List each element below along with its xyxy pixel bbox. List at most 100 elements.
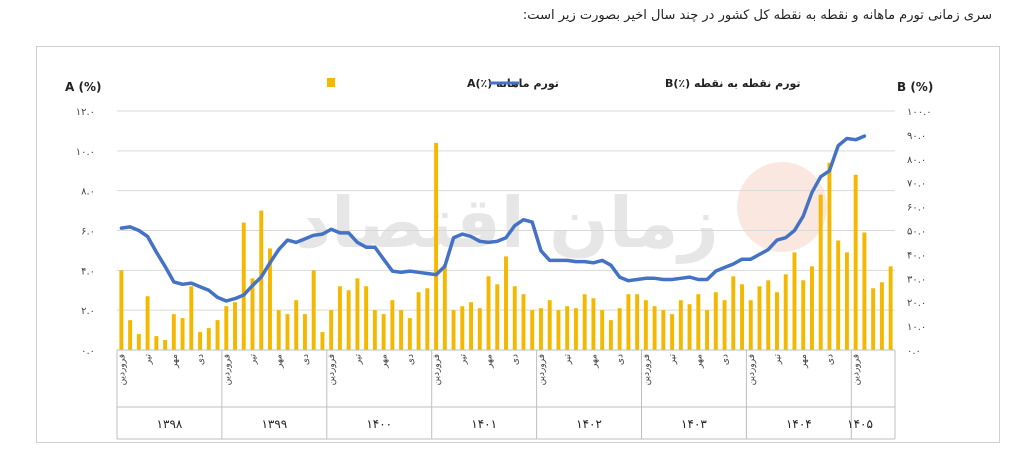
month-label: فروردین — [642, 354, 652, 385]
legend: تورم ماهانه (٪)A تورم نقطه به نقطه (٪)B — [327, 77, 801, 90]
bar — [547, 300, 552, 350]
bar — [530, 310, 535, 350]
bar — [766, 280, 771, 350]
bar — [565, 306, 570, 350]
bar — [853, 174, 858, 350]
right-tick-label: ۷۰.۰ — [907, 179, 926, 190]
line-series-path — [119, 134, 867, 303]
bar — [818, 194, 823, 350]
right-tick-label: ۵۰.۰ — [907, 227, 926, 238]
bar — [556, 310, 561, 350]
bar — [407, 318, 412, 350]
bar — [626, 294, 631, 350]
month-label: مهر — [380, 354, 390, 369]
month-label: تیر — [458, 354, 468, 366]
bar — [171, 314, 176, 350]
bar — [757, 286, 762, 350]
year-label: ۱۴۰۱ — [471, 417, 497, 431]
year-label: ۱۴۰۲ — [576, 417, 602, 431]
year-label: ۱۴۰۵ — [847, 417, 873, 431]
left-axis: ۱۲.۰ ۱۰.۰ ۸.۰ ۶.۰ ۴.۰ ۲.۰ ۰.۰ — [76, 107, 95, 357]
bar — [145, 296, 150, 350]
left-tick-label: ۰.۰ — [81, 346, 95, 357]
bar — [582, 294, 587, 350]
bar — [434, 142, 439, 350]
year-label: ۱۳۹۹ — [261, 417, 287, 431]
right-tick-label: ۰.۰ — [907, 346, 921, 357]
bar — [198, 332, 203, 350]
bar — [844, 252, 849, 350]
bar — [268, 248, 272, 350]
chart: زمان اقتصاد ۱۲.۰ ۱۰.۰ ۸.۰ ۶.۰ ۴.۰ ۲.۰ ۰.۰ ۱۰۰.… — [65, 77, 933, 440]
bar — [731, 276, 736, 350]
bar — [276, 310, 281, 350]
bar — [241, 222, 246, 350]
bar — [678, 300, 683, 350]
month-label: مهر — [485, 354, 495, 369]
bar — [154, 336, 159, 350]
bar — [355, 278, 360, 350]
bar — [128, 320, 133, 350]
right-tick-label: ۹۰.۰ — [907, 131, 926, 142]
bar — [705, 310, 710, 350]
bar — [608, 320, 613, 350]
bar — [259, 210, 264, 350]
month-label: دی — [825, 354, 835, 365]
bar — [740, 284, 744, 350]
bar — [285, 314, 290, 350]
bar — [538, 308, 543, 350]
right-tick-label: ۱۰.۰ — [907, 322, 926, 333]
month-label: تیر — [144, 354, 154, 366]
month-label: تیر — [353, 354, 363, 366]
month-label: دی — [196, 354, 206, 365]
bar — [180, 318, 185, 350]
bar — [862, 232, 867, 350]
bar — [486, 276, 491, 350]
bar — [722, 300, 727, 350]
bar — [233, 302, 237, 350]
bar — [320, 332, 325, 350]
legend-item-bar: تورم ماهانه (٪)A — [327, 77, 559, 90]
left-tick-label: ۱۲.۰ — [76, 107, 95, 118]
bar — [775, 292, 779, 350]
legend-label-line: تورم نقطه به نقطه (٪)B — [665, 77, 801, 90]
bar — [250, 278, 255, 350]
bar — [372, 310, 377, 350]
month-label: فروردین — [852, 354, 862, 385]
right-axis: ۱۰۰.۰ ۹۰.۰ ۸۰.۰ ۷۰.۰ ۶۰.۰ ۵۰.۰ ۴۰.۰ ۳۰.۰ ۲۰.۰ ۱۰.… — [907, 107, 932, 357]
bar — [748, 300, 753, 350]
bar — [792, 252, 797, 350]
month-label: دی — [616, 354, 626, 365]
bar — [573, 308, 578, 350]
left-tick-label: ۸.۰ — [81, 187, 95, 198]
month-label: دی — [406, 354, 416, 365]
bar — [206, 328, 211, 350]
bar — [512, 286, 517, 350]
legend-item-line: تورم نقطه به نقطه (٪)B — [489, 77, 801, 90]
chart-frame: زمان اقتصاد ۱۲.۰ ۱۰.۰ ۸.۰ ۶.۰ ۴.۰ ۲.۰ ۰.۰ ۱۰۰.… — [36, 46, 1000, 443]
bar — [801, 280, 806, 350]
month-label: دی — [721, 354, 731, 365]
bar — [416, 292, 421, 350]
bar — [451, 310, 456, 350]
month-label: فروردین — [537, 354, 547, 385]
bar — [495, 284, 500, 350]
bar — [635, 294, 640, 350]
bar — [469, 302, 474, 350]
month-label: فروردین — [747, 354, 757, 385]
month-label: تیر — [249, 354, 259, 366]
bar — [477, 308, 482, 350]
bar — [224, 306, 229, 350]
legend-swatch-bar — [327, 78, 335, 87]
bar — [399, 310, 404, 350]
intro-text: سری زمانی تورم ماهانه و نقطه به نقطه کل … — [522, 8, 992, 23]
month-label: مهر — [799, 354, 809, 369]
bar — [119, 270, 124, 350]
bar — [521, 294, 526, 350]
month-label: تیر — [773, 354, 783, 366]
bar — [879, 282, 884, 350]
bar — [337, 286, 342, 350]
bar — [652, 306, 657, 350]
right-tick-label: ۲۰.۰ — [907, 298, 926, 309]
bar — [215, 320, 220, 350]
